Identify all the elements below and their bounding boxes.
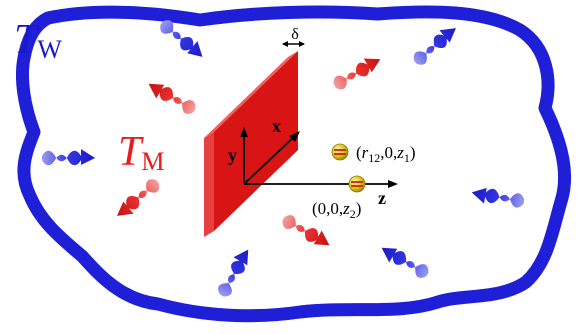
- y-axis-arrowhead: [240, 127, 248, 137]
- slab: [204, 51, 298, 237]
- z-axis-arrowhead: [388, 180, 398, 188]
- red-photon-1: [144, 77, 199, 119]
- thickness-arrowhead-right: [299, 41, 305, 47]
- medium-temperature-label: TM: [118, 129, 164, 176]
- slab-side: [204, 132, 214, 237]
- x-axis-arrowhead: [289, 131, 300, 142]
- red-photon-2: [329, 51, 385, 93]
- red-photon-3: [112, 176, 164, 223]
- enclosure-wall: [15, 5, 572, 323]
- axis-x-label: x: [272, 116, 281, 136]
- wall-temperature-label: TW: [14, 17, 62, 64]
- blue-photon-4: [470, 185, 526, 211]
- particle-1: [331, 143, 349, 161]
- blue-photon-6: [377, 241, 432, 283]
- point2-label: (0,0,z2): [312, 199, 361, 221]
- point1-label: (r12,0,z1): [356, 143, 416, 165]
- blue-photon-5: [213, 245, 255, 300]
- blue-photon-3: [42, 149, 95, 166]
- thickness-arrowhead-left: [282, 41, 288, 47]
- axis-y-label: y: [228, 145, 237, 165]
- particle-2: [348, 175, 366, 193]
- slab-front: [214, 51, 298, 231]
- thickness-label: δ: [291, 26, 299, 43]
- axes: [243, 133, 392, 185]
- axis-z-label: z: [378, 188, 386, 208]
- blue-photon-2: [409, 21, 461, 68]
- slab-top: [204, 51, 298, 138]
- x-axis-line: [243, 134, 297, 185]
